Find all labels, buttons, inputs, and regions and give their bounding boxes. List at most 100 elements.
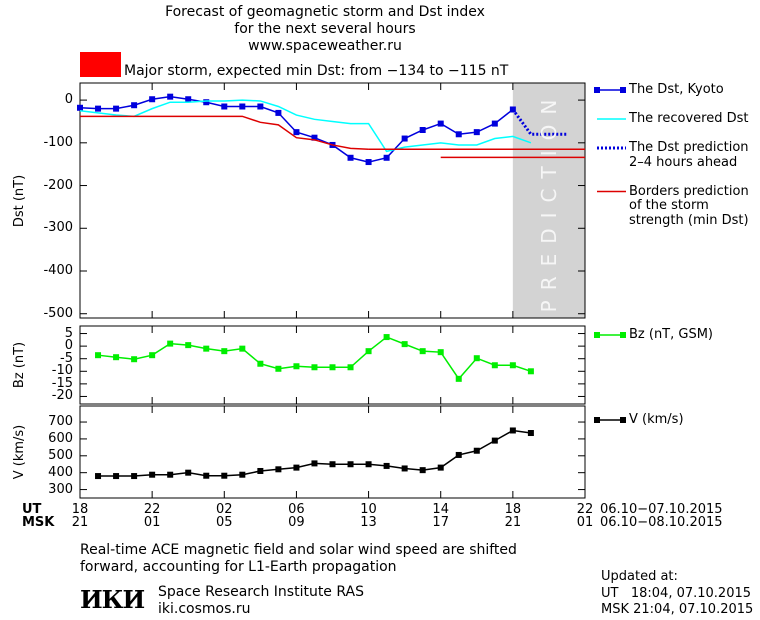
data-point — [239, 471, 246, 478]
data-point — [455, 451, 462, 458]
data-point — [329, 364, 336, 371]
x-tick-label: 18 — [504, 501, 522, 517]
data-point — [311, 364, 318, 371]
x-tick-label: 06 — [288, 501, 305, 517]
data-point — [131, 473, 138, 480]
legend-label: V (km/s) — [629, 412, 684, 427]
data-point — [293, 464, 300, 471]
x-tick-label: 02 — [216, 501, 233, 517]
data-point — [221, 472, 228, 479]
y-tick-label: 500 — [48, 447, 73, 463]
y-tick-label: -20 — [51, 388, 73, 404]
legend-label: The recovered Dst — [629, 111, 749, 126]
data-point — [131, 356, 138, 363]
data-point — [149, 96, 156, 103]
x-row-date: 06.10−07.10.2015 — [600, 501, 723, 517]
institute: Space Research Institute RAS — [158, 583, 364, 600]
x-row-date: 06.10−08.10.2015 — [600, 514, 723, 530]
data-point — [275, 365, 282, 372]
updated-line: UT 18:04, 07.10.2015 — [601, 585, 752, 601]
y-tick-label: 700 — [48, 413, 73, 429]
data-point — [293, 363, 300, 370]
data-point — [365, 461, 372, 468]
data-point — [113, 473, 120, 480]
y-tick-label: 0 — [64, 337, 73, 353]
data-point — [419, 467, 426, 474]
data-point — [257, 360, 264, 367]
data-point — [311, 460, 318, 467]
data-point — [455, 131, 462, 138]
plot-frame — [79, 325, 586, 405]
y-tick-label: -400 — [43, 262, 73, 278]
data-point — [167, 340, 174, 347]
data-point — [149, 471, 156, 478]
y-tick-label: -300 — [43, 220, 73, 236]
y-tick-label: 0 — [64, 91, 73, 107]
data-point — [113, 354, 120, 361]
legend-marker — [594, 332, 600, 338]
data-point — [275, 109, 282, 116]
data-point — [527, 368, 534, 375]
storm-label: Major storm, expected min Dst: from −134… — [124, 62, 509, 79]
data-point — [149, 352, 156, 359]
series-line — [79, 99, 532, 153]
data-point — [509, 427, 516, 434]
data-point — [383, 154, 390, 161]
updated-line: Updated at: — [601, 568, 678, 584]
legend-marker — [620, 332, 626, 338]
x-tick-label: 14 — [432, 501, 449, 517]
y-axis-label: Dst (nT) — [11, 174, 27, 227]
y-axis-label: Bz (nT) — [11, 341, 27, 389]
y-tick-label: 5 — [64, 325, 73, 341]
data-point — [401, 341, 408, 348]
x-tick-label-msk: 21 — [504, 514, 522, 530]
y-axis-label: V (km/s) — [11, 424, 27, 480]
legend-marker — [594, 417, 600, 423]
data-point — [221, 103, 228, 110]
data-point — [239, 103, 246, 110]
data-point — [491, 120, 498, 127]
data-point — [185, 342, 192, 349]
plot-frame — [79, 405, 586, 499]
data-point — [437, 120, 444, 127]
data-point — [293, 129, 300, 136]
data-point — [95, 473, 102, 480]
data-point — [383, 334, 390, 341]
data-point — [347, 364, 354, 371]
storm-indicator — [80, 52, 121, 77]
legend-marker — [620, 87, 626, 93]
data-point — [473, 447, 480, 454]
y-tick-label: 400 — [48, 464, 73, 480]
data-point — [203, 472, 210, 479]
x-tick-label: 22 — [576, 501, 594, 517]
series-line — [97, 336, 532, 381]
data-point — [131, 102, 138, 109]
data-point — [239, 345, 246, 352]
data-point — [203, 345, 210, 352]
x-tick-label-msk: 01 — [576, 514, 594, 530]
data-point — [167, 471, 174, 478]
data-point — [347, 154, 354, 161]
data-point — [473, 129, 480, 136]
data-point — [167, 93, 174, 100]
data-point — [185, 96, 192, 103]
legend-label: Bz (nT, GSM) — [629, 327, 714, 342]
y-tick-label: -5 — [60, 350, 73, 366]
data-point — [437, 464, 444, 471]
data-point — [95, 352, 102, 359]
data-point — [491, 437, 498, 444]
y-tick-label: -500 — [43, 305, 73, 321]
x-tick-label-msk: 21 — [71, 514, 89, 530]
y-tick-label: -15 — [51, 375, 73, 391]
data-point — [401, 135, 408, 142]
title-line: www.spaceweather.ru — [248, 37, 402, 54]
x-tick-label: 10 — [360, 501, 377, 517]
series-line — [98, 429, 531, 477]
data-point — [473, 355, 480, 362]
legend-marker — [594, 87, 600, 93]
y-tick-label: -200 — [43, 177, 73, 193]
data-point — [221, 348, 228, 355]
y-tick-label: -10 — [51, 363, 73, 379]
title-line: Forecast of geomagnetic storm and Dst in… — [165, 3, 485, 20]
x-tick-label-msk: 17 — [432, 514, 449, 530]
